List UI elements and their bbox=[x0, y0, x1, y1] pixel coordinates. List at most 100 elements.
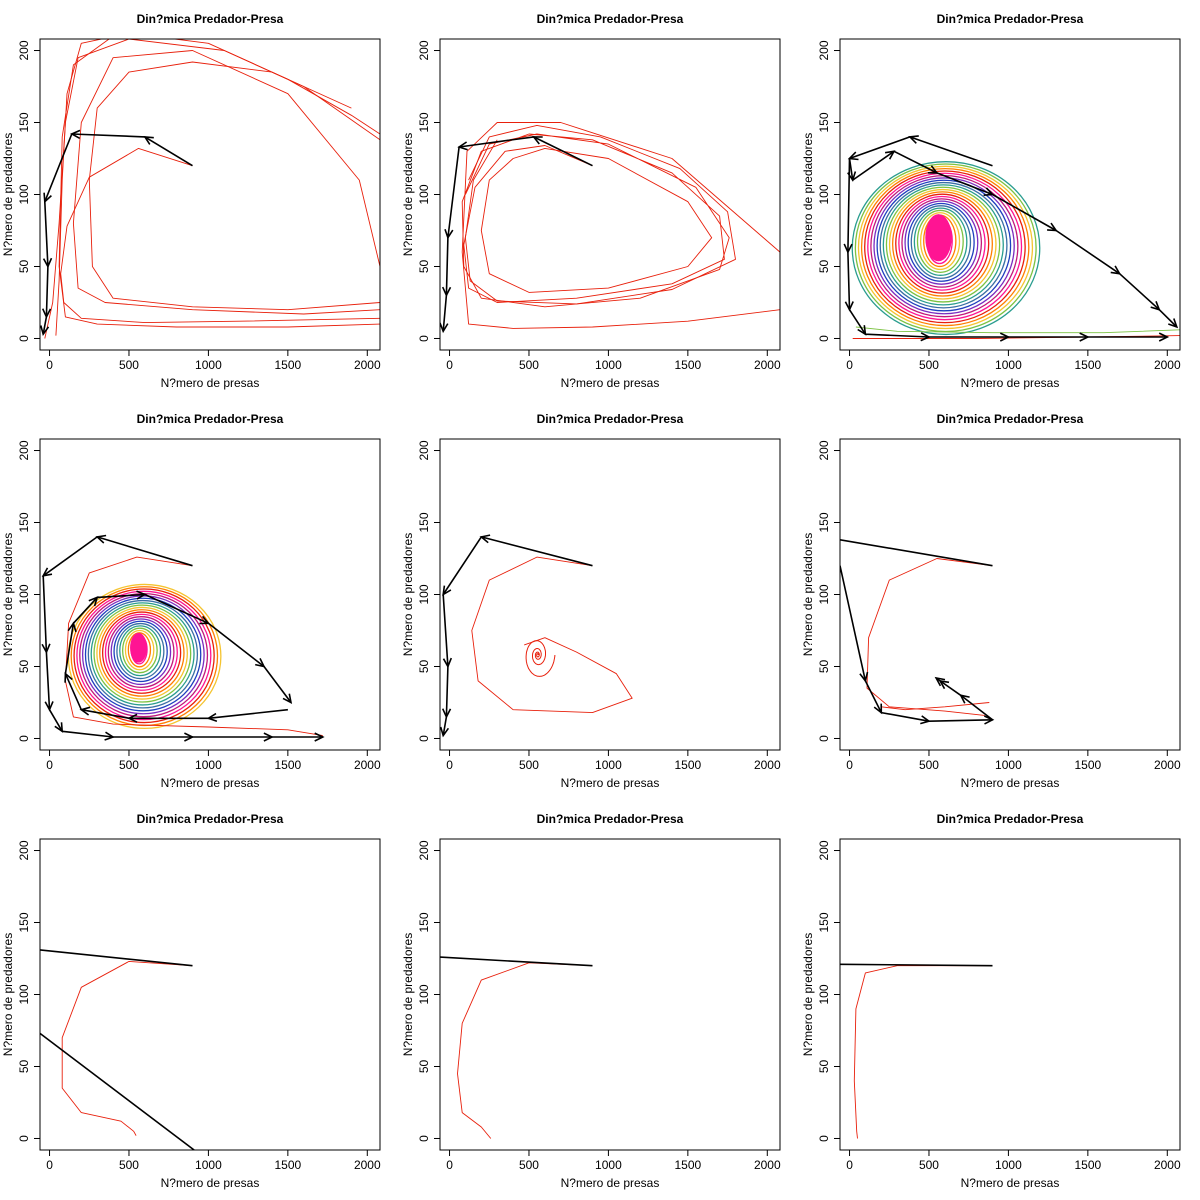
trajectory-line bbox=[64, 556, 323, 737]
y-tick-label: 200 bbox=[17, 840, 31, 860]
arrow-head bbox=[95, 534, 107, 544]
arrow-head bbox=[920, 715, 931, 725]
y-axis-label: N?mero de predadores bbox=[1, 133, 15, 256]
x-tick-label: 2000 bbox=[354, 758, 381, 772]
x-tick-label: 1000 bbox=[995, 1158, 1022, 1172]
y-axis-label: N?mero de predadores bbox=[401, 933, 415, 1056]
y-tick-label: 100 bbox=[417, 584, 431, 604]
y-tick-label: 200 bbox=[817, 440, 831, 460]
arrow-head bbox=[1079, 332, 1090, 342]
cycle-ring bbox=[121, 627, 158, 674]
cycle-ring bbox=[110, 618, 172, 686]
arrow-head bbox=[859, 671, 869, 683]
cycle-ring bbox=[99, 609, 185, 697]
x-tick-label: 1500 bbox=[674, 1158, 701, 1172]
x-tick-label: 2000 bbox=[754, 758, 781, 772]
y-tick-label: 0 bbox=[417, 1135, 431, 1142]
arrow-head bbox=[104, 731, 115, 741]
trajectory-line bbox=[866, 558, 993, 716]
panel-3: Din?mica Predador-Presa N?mero de presas N… bbox=[801, 12, 1181, 390]
y-tick-label: 50 bbox=[417, 1059, 431, 1073]
euler-path bbox=[847, 158, 1168, 338]
arrow-head bbox=[263, 732, 274, 742]
x-axis-label: N?mero de presas bbox=[961, 776, 1060, 790]
x-tick-label: 1000 bbox=[995, 358, 1022, 372]
arrow-head bbox=[873, 703, 883, 715]
cycle-ring bbox=[919, 212, 961, 271]
arrow-head bbox=[884, 150, 896, 160]
trajectory-line bbox=[58, 39, 380, 328]
arrow-head bbox=[41, 308, 52, 319]
plot-area bbox=[840, 539, 995, 725]
cycle-core bbox=[130, 632, 147, 663]
y-tick-label: 200 bbox=[417, 40, 431, 60]
plot-area bbox=[440, 534, 633, 738]
cycle-ring bbox=[895, 193, 990, 294]
arrow-head bbox=[844, 301, 854, 312]
arrow-head bbox=[441, 708, 452, 719]
euler-path bbox=[42, 536, 323, 738]
cycle-ring bbox=[104, 613, 178, 691]
arrow-head bbox=[441, 286, 452, 298]
arrow-head bbox=[206, 712, 218, 723]
arrow-head bbox=[999, 332, 1011, 342]
y-tick-label: 150 bbox=[17, 912, 31, 932]
arrow-head bbox=[199, 615, 211, 625]
y-tick-label: 200 bbox=[817, 840, 831, 860]
arrow-head bbox=[143, 135, 154, 145]
y-axis-label: N?mero de predadores bbox=[801, 533, 815, 656]
panel-title: Din?mica Predador-Presa bbox=[537, 412, 684, 426]
panel-5: Din?mica Predador-Presa N?mero de presas N… bbox=[401, 412, 781, 790]
x-tick-label: 1500 bbox=[1074, 758, 1101, 772]
arrow-head bbox=[42, 257, 53, 269]
trajectory-line bbox=[60, 147, 380, 324]
arrow-head bbox=[43, 192, 52, 204]
trajectory-line bbox=[853, 965, 993, 1139]
euler-path bbox=[840, 539, 993, 567]
panel-title: Din?mica Predador-Presa bbox=[137, 812, 284, 826]
cycle-ring bbox=[860, 167, 1030, 327]
cycle-ring bbox=[876, 179, 1012, 312]
x-axis-label: N?mero de presas bbox=[161, 1176, 260, 1190]
arrow-head bbox=[444, 228, 454, 240]
panel-title: Din?mica Predador-Presa bbox=[937, 12, 1084, 26]
arrow-head bbox=[40, 325, 50, 337]
y-tick-label: 0 bbox=[817, 1135, 831, 1142]
x-tick-label: 2000 bbox=[354, 358, 381, 372]
cycle-ring bbox=[116, 622, 165, 680]
arrow-head bbox=[983, 715, 995, 725]
arrow-head bbox=[983, 187, 995, 196]
panel-title: Din?mica Predador-Presa bbox=[937, 412, 1084, 426]
y-tick-label: 50 bbox=[17, 259, 31, 273]
arrow-head bbox=[41, 643, 51, 654]
euler-path bbox=[840, 565, 994, 723]
y-tick-label: 100 bbox=[817, 184, 831, 204]
x-tick-label: 2000 bbox=[1154, 1158, 1181, 1172]
panel-6: Din?mica Predador-Presa N?mero de presas N… bbox=[801, 412, 1181, 790]
cycle-ring bbox=[916, 209, 964, 274]
arrow-head bbox=[54, 722, 64, 733]
x-tick-label: 1500 bbox=[274, 358, 301, 372]
y-tick-label: 200 bbox=[417, 840, 431, 860]
arrow-head bbox=[908, 135, 919, 144]
plot-area bbox=[440, 956, 593, 1139]
cycle-ring bbox=[96, 606, 188, 700]
cycle-ring bbox=[898, 195, 986, 291]
y-tick-label: 100 bbox=[817, 584, 831, 604]
x-tick-label: 500 bbox=[919, 758, 939, 772]
x-tick-label: 500 bbox=[919, 1158, 939, 1172]
x-axis-label: N?mero de presas bbox=[561, 776, 660, 790]
cycle-ring bbox=[73, 588, 215, 724]
x-tick-label: 1500 bbox=[1074, 358, 1101, 372]
cycle-ring bbox=[907, 202, 975, 282]
cycle-ring bbox=[910, 205, 972, 279]
arrow-head bbox=[532, 136, 543, 145]
arrow-head bbox=[127, 713, 138, 723]
arrow-head bbox=[934, 676, 946, 687]
arrow-head bbox=[79, 706, 91, 716]
y-tick-label: 50 bbox=[417, 659, 431, 673]
trajectory-line bbox=[881, 702, 990, 711]
x-tick-label: 500 bbox=[519, 1158, 539, 1172]
y-tick-label: 100 bbox=[417, 184, 431, 204]
x-tick-label: 0 bbox=[46, 758, 53, 772]
